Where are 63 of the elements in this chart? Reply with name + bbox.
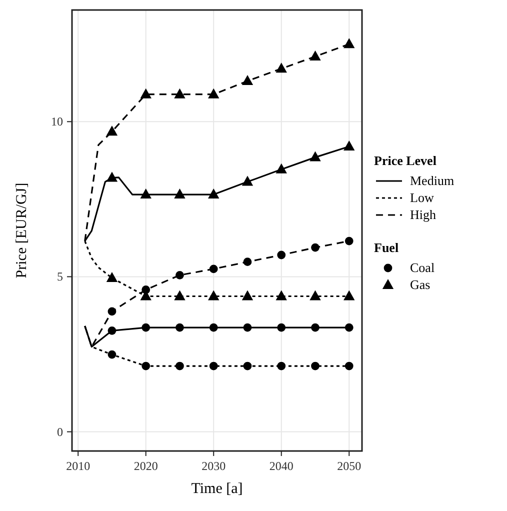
point xyxy=(140,188,152,199)
x-tick-label: 2030 xyxy=(202,459,226,473)
point xyxy=(108,326,116,335)
y-tick-label: 10 xyxy=(51,114,63,129)
point xyxy=(344,140,355,150)
x-tick-label: 2020 xyxy=(134,459,158,473)
point xyxy=(209,264,218,274)
point xyxy=(311,243,320,252)
legend-label: Gas xyxy=(410,277,430,292)
point xyxy=(108,307,116,316)
point xyxy=(344,38,355,48)
point xyxy=(277,362,286,370)
point xyxy=(276,62,287,73)
y-tick-label: 0 xyxy=(57,424,63,439)
point xyxy=(208,88,220,98)
point xyxy=(242,176,254,186)
point xyxy=(243,258,252,266)
point xyxy=(344,362,354,370)
legend-label: High xyxy=(410,207,436,222)
point xyxy=(242,75,254,86)
point xyxy=(174,188,186,199)
point xyxy=(344,290,355,300)
point xyxy=(276,290,287,300)
point xyxy=(277,323,286,332)
point xyxy=(243,362,252,370)
point xyxy=(106,172,118,182)
point xyxy=(276,163,287,174)
legend-label: Low xyxy=(410,190,434,205)
point xyxy=(140,88,152,98)
x-axis-title: Time [a] xyxy=(191,481,243,497)
point xyxy=(243,323,252,332)
y-tick-label: 5 xyxy=(57,270,63,284)
point xyxy=(209,323,218,332)
point xyxy=(344,236,354,246)
point xyxy=(176,323,184,332)
point xyxy=(311,362,320,370)
point xyxy=(142,362,150,370)
point xyxy=(277,250,286,260)
point xyxy=(242,290,254,300)
point xyxy=(208,290,220,300)
point xyxy=(174,290,186,300)
point xyxy=(106,126,118,136)
point xyxy=(106,272,118,282)
point xyxy=(176,362,184,370)
point xyxy=(108,350,116,359)
point xyxy=(344,323,354,332)
x-tick-label: 2010 xyxy=(66,459,90,473)
text: Price Level xyxy=(374,153,436,168)
point xyxy=(311,323,320,332)
legend-label: Medium xyxy=(410,173,454,188)
point xyxy=(174,88,186,98)
point xyxy=(310,151,321,162)
x-tick-label: 2040 xyxy=(269,459,294,473)
point xyxy=(310,50,321,61)
y-axis-title: Price [EUR/GJ] xyxy=(14,182,30,278)
point xyxy=(176,270,184,280)
x-tick-label: 2050 xyxy=(337,459,362,473)
point xyxy=(208,188,220,199)
point xyxy=(209,362,218,370)
text: Fuel xyxy=(374,240,399,255)
point xyxy=(310,290,321,300)
legend-label: Coal xyxy=(410,260,435,275)
point xyxy=(142,323,150,332)
